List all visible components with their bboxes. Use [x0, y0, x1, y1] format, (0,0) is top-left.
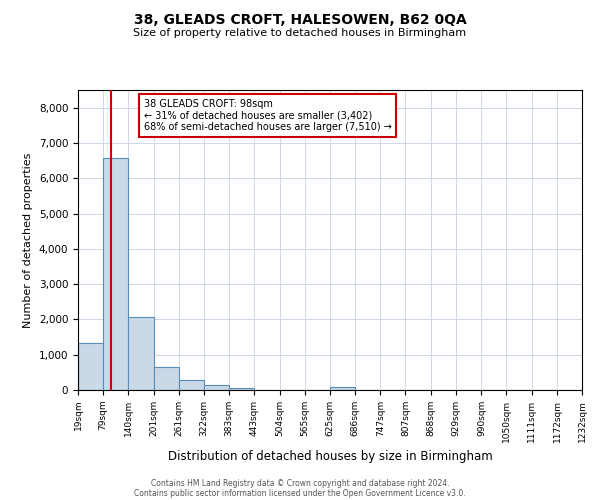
Text: 38 GLEADS CROFT: 98sqm
← 31% of detached houses are smaller (3,402)
68% of semi-: 38 GLEADS CROFT: 98sqm ← 31% of detached…	[143, 99, 391, 132]
Text: Contains HM Land Registry data © Crown copyright and database right 2024.: Contains HM Land Registry data © Crown c…	[151, 478, 449, 488]
Bar	[154, 368, 179, 390]
Bar	[103, 158, 128, 390]
Text: 38, GLEADS CROFT, HALESOWEN, B62 0QA: 38, GLEADS CROFT, HALESOWEN, B62 0QA	[134, 12, 466, 26]
Bar	[229, 388, 254, 390]
Text: Size of property relative to detached houses in Birmingham: Size of property relative to detached ho…	[133, 28, 467, 38]
X-axis label: Distribution of detached houses by size in Birmingham: Distribution of detached houses by size …	[167, 450, 493, 463]
Bar	[179, 380, 204, 390]
Bar	[78, 344, 103, 390]
Text: Contains public sector information licensed under the Open Government Licence v3: Contains public sector information licen…	[134, 488, 466, 498]
Bar	[330, 387, 355, 390]
Bar	[204, 386, 229, 390]
Y-axis label: Number of detached properties: Number of detached properties	[23, 152, 33, 328]
Bar	[128, 318, 154, 390]
